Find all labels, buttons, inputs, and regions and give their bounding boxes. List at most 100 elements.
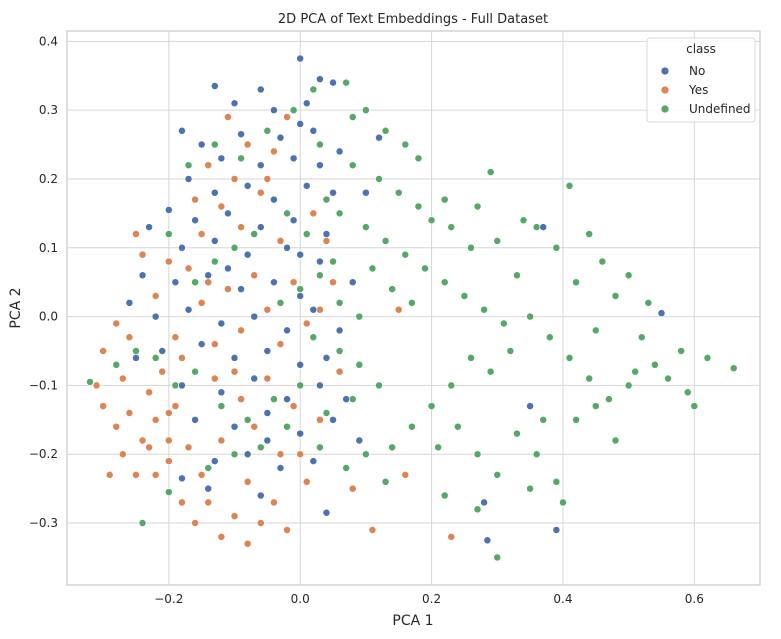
point-undefined <box>591 326 600 335</box>
point-no <box>309 457 318 466</box>
point-no <box>289 216 298 225</box>
point-no <box>539 223 548 232</box>
point-yes <box>171 402 180 411</box>
legend-marker-undefined <box>660 104 670 114</box>
point-no <box>315 381 324 390</box>
point-no <box>283 326 292 335</box>
point-yes <box>164 457 173 466</box>
point-undefined <box>434 443 443 452</box>
point-undefined <box>526 484 535 493</box>
point-undefined <box>210 140 219 149</box>
point-yes <box>204 498 213 507</box>
point-no <box>184 305 193 314</box>
point-undefined <box>565 353 574 362</box>
point-undefined <box>532 450 541 459</box>
point-yes <box>447 532 456 541</box>
point-no <box>657 309 666 318</box>
point-undefined <box>283 422 292 431</box>
point-undefined <box>381 477 390 486</box>
point-yes <box>289 402 298 411</box>
point-yes <box>210 340 219 349</box>
point-undefined <box>361 223 370 232</box>
point-undefined <box>401 140 410 149</box>
point-yes <box>92 381 101 390</box>
point-no <box>263 436 272 445</box>
point-no <box>184 175 193 183</box>
point-undefined <box>361 106 370 115</box>
point-undefined <box>526 312 535 321</box>
point-no <box>250 374 259 383</box>
point-undefined <box>342 464 351 472</box>
point-no <box>210 236 219 245</box>
point-undefined <box>322 195 331 204</box>
x-axis-label: PCA 1 <box>392 613 433 629</box>
point-no <box>329 188 337 197</box>
point-no <box>355 436 364 445</box>
point-yes <box>368 525 377 534</box>
point-no <box>230 422 239 431</box>
y-tick-label: 0.0 <box>39 310 58 324</box>
point-undefined <box>545 333 554 342</box>
legend-label-undefined: Undefined <box>689 102 751 116</box>
point-undefined <box>329 257 337 266</box>
point-yes <box>197 230 206 238</box>
point-undefined <box>427 216 436 225</box>
point-undefined <box>381 126 390 135</box>
point-undefined <box>440 278 449 287</box>
point-no <box>204 484 213 493</box>
point-undefined <box>604 395 613 404</box>
point-undefined <box>611 292 620 300</box>
y-tick-label: −0.3 <box>29 516 58 530</box>
point-undefined <box>624 381 633 390</box>
point-undefined <box>132 347 140 355</box>
y-tick-label: 0.4 <box>39 34 58 48</box>
point-undefined <box>191 278 200 287</box>
point-undefined <box>572 415 581 424</box>
point-no <box>361 188 370 197</box>
point-yes <box>132 470 140 479</box>
point-undefined <box>348 113 357 121</box>
point-no <box>191 415 200 424</box>
point-undefined <box>263 126 272 135</box>
point-yes <box>335 367 344 376</box>
point-undefined <box>217 402 226 411</box>
point-yes <box>296 450 305 459</box>
point-undefined <box>309 85 318 94</box>
point-yes <box>138 436 147 445</box>
point-yes <box>302 319 311 328</box>
point-no <box>329 78 337 87</box>
point-yes <box>178 498 186 507</box>
point-yes <box>204 278 213 287</box>
point-no <box>342 395 351 404</box>
point-yes <box>223 113 232 121</box>
point-undefined <box>513 429 521 438</box>
point-yes <box>329 278 337 287</box>
point-no <box>309 305 318 314</box>
point-undefined <box>322 409 331 417</box>
point-no <box>250 312 259 321</box>
point-no <box>178 381 186 390</box>
point-undefined <box>440 195 449 204</box>
point-undefined <box>309 333 318 342</box>
point-undefined <box>467 243 475 252</box>
point-no <box>178 474 186 483</box>
point-undefined <box>355 360 364 369</box>
point-no <box>223 209 232 218</box>
point-no <box>263 409 272 417</box>
point-undefined <box>729 364 738 373</box>
point-no <box>230 353 239 362</box>
point-undefined <box>473 202 482 211</box>
point-undefined <box>230 450 239 459</box>
point-undefined <box>598 257 607 266</box>
point-undefined <box>532 223 541 232</box>
point-undefined <box>191 367 200 376</box>
point-undefined <box>355 312 364 321</box>
point-undefined <box>664 374 672 383</box>
point-yes <box>217 202 226 211</box>
point-no <box>322 230 331 238</box>
point-yes <box>158 367 167 376</box>
point-no <box>256 161 265 170</box>
point-no <box>243 450 252 459</box>
point-undefined <box>644 298 653 307</box>
